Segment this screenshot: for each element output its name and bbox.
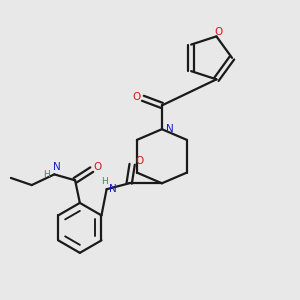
Text: O: O [94, 162, 102, 172]
Text: N: N [53, 162, 61, 172]
Text: O: O [132, 92, 140, 101]
Text: N: N [166, 124, 173, 134]
Text: H: H [43, 170, 50, 179]
Text: O: O [214, 27, 222, 37]
Text: H: H [101, 177, 108, 186]
Text: N: N [109, 184, 116, 194]
Text: O: O [136, 156, 144, 166]
